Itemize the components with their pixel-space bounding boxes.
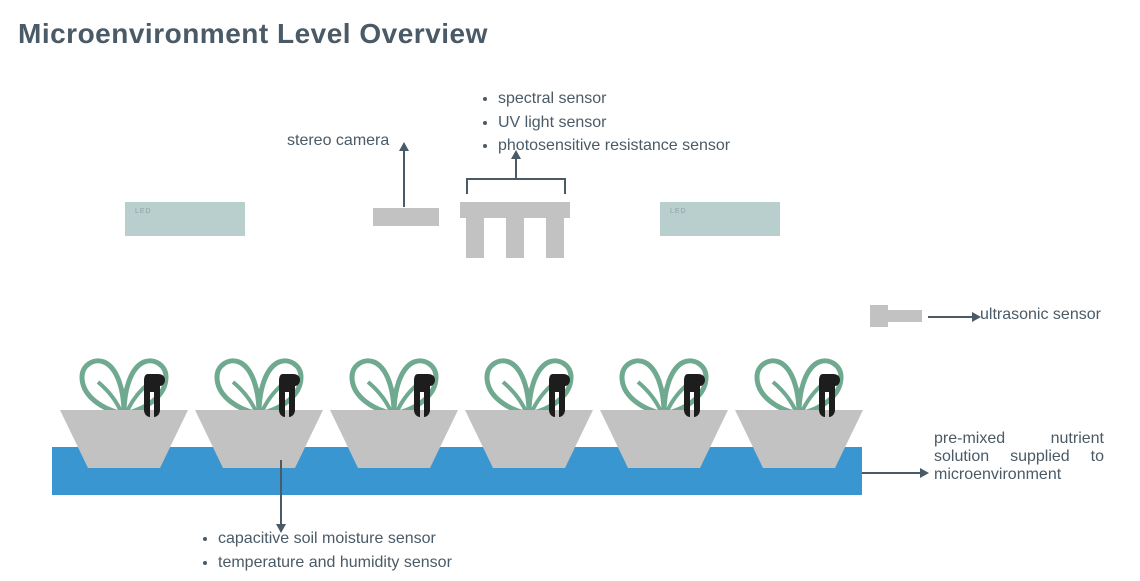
ceiling-sensor-icon	[460, 202, 570, 258]
ceiling-sensor-bracket	[466, 178, 566, 194]
stereo-camera-label: stereo camera	[287, 132, 389, 150]
soil-sensor-list: capacitive soil moisture sensortemperatu…	[200, 528, 452, 575]
soil-probe-icon	[277, 372, 303, 420]
stereo-camera-arrow-line	[403, 150, 405, 207]
ceiling-sensor-list: spectral sensorUV light sensorphotosensi…	[480, 88, 730, 159]
ceiling-sensor-arrow-head	[511, 150, 521, 159]
ceiling-sensor-item: photosensitive resistance sensor	[498, 135, 730, 157]
soil-sensor-item: temperature and humidity sensor	[218, 552, 452, 574]
stereo-camera-arrow-head	[399, 142, 409, 151]
soil-probe-icon	[817, 372, 843, 420]
ceiling-sensor-item: UV light sensor	[498, 112, 730, 134]
pot-icon	[465, 410, 593, 472]
ultrasonic-label: ultrasonic sensor	[980, 306, 1101, 324]
soil-probe-icon	[142, 372, 168, 420]
soil-probe-icon	[547, 372, 573, 420]
soil-probe-icon	[682, 372, 708, 420]
nutrient-arrow-head	[920, 468, 929, 478]
pot-icon	[60, 410, 188, 472]
pot-icon	[600, 410, 728, 472]
pot-icon	[330, 410, 458, 472]
soil-sensor-arrow-line	[280, 460, 282, 524]
pot-icon	[195, 410, 323, 472]
nutrient-label: pre-mixed nutrient solution supplied to …	[934, 430, 1104, 484]
ceiling-sensor-item: spectral sensor	[498, 88, 730, 110]
led-panel	[125, 202, 245, 236]
stereo-camera-icon	[373, 208, 439, 226]
soil-probe-icon	[412, 372, 438, 420]
page-title: Microenvironment Level Overview	[18, 18, 488, 50]
led-panel	[660, 202, 780, 236]
ultrasonic-arrow-line	[928, 316, 972, 318]
nutrient-arrow-line	[862, 472, 920, 474]
soil-sensor-item: capacitive soil moisture sensor	[218, 528, 452, 550]
ultrasonic-sensor-icon	[870, 305, 922, 327]
pot-icon	[735, 410, 863, 472]
